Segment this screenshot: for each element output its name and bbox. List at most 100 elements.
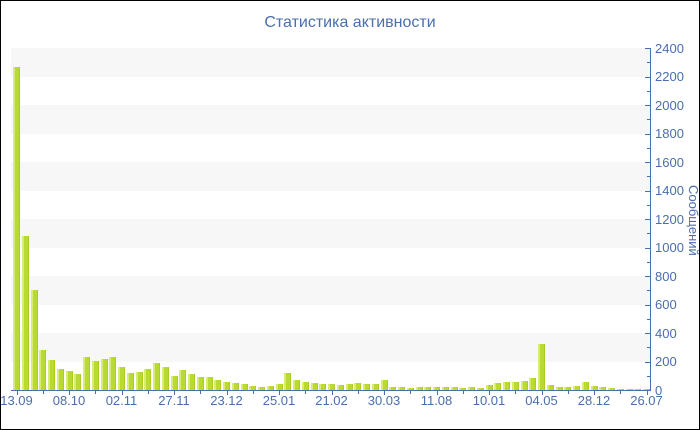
- x-tick-label: 23.12: [210, 393, 243, 408]
- y-tick-label: 1600: [655, 154, 684, 170]
- bar: [144, 369, 152, 390]
- bar: [494, 383, 502, 390]
- bar: [564, 387, 572, 390]
- y-minor-tick: [647, 375, 650, 377]
- bar: [301, 382, 309, 390]
- y-tick-label: 200: [655, 354, 677, 369]
- y-tick-label: 1000: [655, 240, 684, 255]
- y-major-tick: [645, 219, 650, 220]
- bar: [546, 385, 554, 390]
- x-minor-tick: [42, 391, 44, 394]
- y-major-tick: [645, 76, 650, 78]
- bar: [643, 389, 650, 390]
- bar: [135, 372, 143, 390]
- y-tick-label: 1800: [655, 126, 684, 141]
- x-tick-label: 02.11: [105, 393, 138, 408]
- x-major-tick: [16, 391, 18, 395]
- bar: [30, 290, 38, 390]
- bar: [406, 388, 414, 390]
- bar: [459, 388, 467, 390]
- bar: [538, 344, 545, 390]
- y-tick-label: 1200: [655, 211, 684, 227]
- x-tick-label: 28.12: [577, 393, 611, 408]
- bar: [214, 380, 222, 390]
- bar: [310, 383, 318, 390]
- x-major-tick: [436, 391, 438, 395]
- y-major-tick: [645, 48, 650, 49]
- bar: [389, 387, 397, 390]
- bar: [223, 382, 230, 390]
- bar: [109, 357, 117, 390]
- bar: [275, 384, 283, 390]
- bar: [56, 369, 64, 390]
- bar: [118, 367, 125, 390]
- bar: [65, 371, 73, 390]
- plot-band: [11, 48, 650, 77]
- bar: [608, 388, 615, 390]
- x-tick-label: 04.05: [525, 393, 558, 408]
- y-major-tick: [645, 333, 650, 334]
- y-major-tick: [645, 276, 650, 277]
- bar: [424, 387, 432, 390]
- bar: [380, 380, 388, 390]
- y-major-tick: [645, 361, 650, 363]
- bar: [126, 373, 134, 390]
- x-major-tick: [174, 391, 175, 395]
- y-tick-label: 2000: [655, 97, 684, 113]
- bar: [74, 374, 82, 390]
- bar: [354, 383, 362, 390]
- bar: [573, 386, 580, 390]
- bar: [21, 236, 29, 390]
- bar: [170, 376, 178, 390]
- bar: [485, 385, 493, 390]
- y-tick-label: 600: [655, 297, 677, 312]
- bar: [363, 384, 370, 390]
- x-tick-label: 08.10: [52, 393, 86, 408]
- bar: [196, 377, 204, 390]
- bar: [476, 388, 484, 390]
- x-major-tick: [279, 391, 280, 395]
- bar: [231, 383, 239, 390]
- bar: [179, 370, 187, 390]
- bar: [520, 381, 528, 390]
- bar: [590, 386, 598, 390]
- x-minor-tick: [357, 391, 359, 394]
- bar: [293, 380, 300, 390]
- x-minor-tick: [620, 391, 622, 394]
- y-tick-label: 0: [655, 382, 663, 398]
- bar: [249, 386, 257, 390]
- bar: [258, 387, 265, 390]
- bar: [599, 387, 607, 390]
- x-tick-label: 26.07: [630, 393, 663, 408]
- bar: [398, 387, 405, 390]
- x-minor-tick: [95, 391, 97, 394]
- x-minor-tick: [515, 391, 517, 394]
- bar: [13, 67, 20, 390]
- chart-title: Статистика активности: [264, 14, 436, 31]
- x-minor-tick: [305, 391, 307, 394]
- bar: [371, 384, 379, 390]
- y-minor-tick: [647, 318, 650, 320]
- x-minor-tick: [252, 391, 254, 394]
- x-major-tick: [69, 391, 70, 395]
- y-minor-tick: [647, 147, 650, 149]
- bar: [83, 357, 90, 390]
- bar: [319, 384, 327, 390]
- bar: [450, 387, 458, 390]
- bar: [468, 387, 475, 390]
- y-tick-label: 2200: [655, 69, 684, 84]
- bar: [39, 350, 47, 390]
- bar: [433, 387, 440, 390]
- bar: [441, 387, 449, 390]
- x-minor-tick: [567, 391, 569, 394]
- plot-area: [11, 48, 651, 391]
- bar: [91, 361, 99, 390]
- y-tick-label: 1400: [655, 183, 684, 198]
- bar: [153, 363, 160, 390]
- x-major-tick: [489, 391, 490, 395]
- x-major-tick: [541, 391, 543, 395]
- y-major-tick: [645, 133, 650, 135]
- bar: [100, 359, 108, 390]
- x-major-tick: [331, 391, 333, 395]
